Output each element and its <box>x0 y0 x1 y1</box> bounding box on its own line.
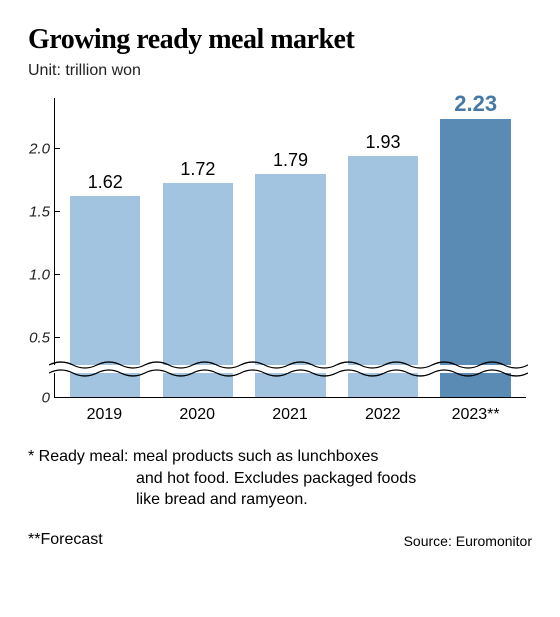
bar-slot: 1.62 <box>59 98 152 397</box>
footnote-line3: like bread and ramyeon. <box>28 489 532 511</box>
bar-slot: 2.23 <box>429 98 522 397</box>
forecast-note: **Forecast <box>28 531 103 549</box>
x-tick-label: 2021 <box>244 406 337 424</box>
bar-value-label: 1.93 <box>366 132 401 153</box>
bars-container: 1.62 1.72 1.79 1.93 2.23 <box>55 98 526 397</box>
y-tick-label: 2.0 <box>29 140 50 157</box>
y-tick-label: 1.0 <box>29 267 50 284</box>
x-axis-labels: 20192020202120222023** <box>54 406 526 424</box>
bar: 2.23 <box>440 119 510 397</box>
source-label: Source: Euromonitor <box>404 533 532 549</box>
x-tick-label: 2019 <box>58 406 151 424</box>
plot-area: 1.62 1.72 1.79 1.93 2.23 <box>54 98 526 398</box>
bar-slot: 1.72 <box>152 98 245 397</box>
bottom-row: **Forecast Source: Euromonitor <box>28 531 532 549</box>
x-tick-label: 2020 <box>151 406 244 424</box>
chart-title: Growing ready meal market <box>28 24 532 56</box>
footnote-line2: and hot food. Excludes packaged foods <box>28 468 532 490</box>
bar: 1.79 <box>255 174 325 397</box>
y-tick-label: 1.5 <box>29 203 50 220</box>
y-tick-label: 0.5 <box>29 330 50 347</box>
bar: 1.62 <box>70 196 140 397</box>
bar-value-label: 1.72 <box>180 159 215 180</box>
bar-value-label: 1.62 <box>88 172 123 193</box>
footnote-line1: * Ready meal: meal products such as lunc… <box>28 448 378 465</box>
x-tick-label: 2022 <box>336 406 429 424</box>
x-tick-label: 2023** <box>429 406 522 424</box>
unit-label: Unit: trillion won <box>28 62 532 80</box>
bar: 1.72 <box>163 183 233 397</box>
bar-value-label: 1.79 <box>273 150 308 171</box>
footnote-definition: * Ready meal: meal products such as lunc… <box>28 446 532 511</box>
bar: 1.93 <box>348 156 418 397</box>
bar-value-label: 2.23 <box>454 91 497 117</box>
bar-slot: 1.79 <box>244 98 337 397</box>
bar-slot: 1.93 <box>337 98 430 397</box>
y-tick-label: 0 <box>42 390 50 407</box>
bar-chart: 00.51.01.52.0 1.621.721.791.932.23 <box>54 98 526 398</box>
y-axis: 00.51.01.52.0 <box>26 98 54 398</box>
